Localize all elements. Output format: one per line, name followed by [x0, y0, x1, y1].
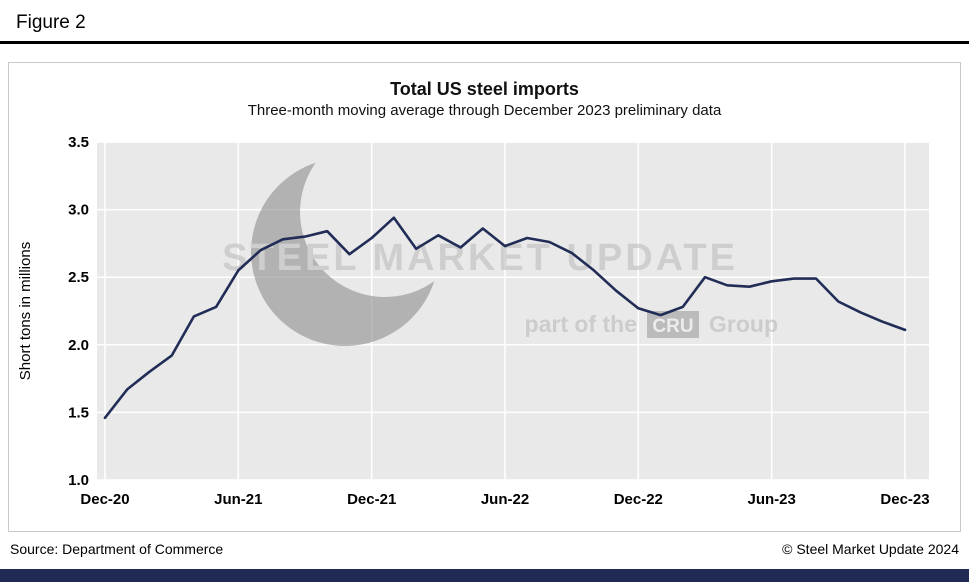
chart-footer: Source: Department of Commerce © Steel M…: [0, 541, 969, 557]
svg-text:Dec-21: Dec-21: [347, 491, 396, 508]
gridlines: [97, 141, 929, 481]
line-chart: STEEL MARKET UPDATE part of the CRU Group 1.…: [17, 134, 930, 508]
svg-text:3.5: 3.5: [68, 134, 89, 151]
y-axis-title: Short tons in millions: [17, 242, 34, 380]
figure-label: Figure 2: [16, 12, 86, 33]
svg-text:Group: Group: [709, 311, 778, 337]
data-line: [103, 216, 907, 420]
svg-text:1.0: 1.0: [68, 472, 89, 489]
svg-text:2.5: 2.5: [68, 269, 89, 286]
svg-text:Jun-21: Jun-21: [214, 491, 262, 508]
smu-logo-crescent-icon: [251, 158, 439, 346]
svg-text:CRU: CRU: [652, 316, 693, 337]
chart-subtitle: Three-month moving average through Decem…: [247, 102, 722, 119]
x-axis-tick-labels: Dec-20 Jun-21 Dec-21 Jun-22 Dec-22 Jun-23 Dec-…: [80, 491, 929, 508]
chart-title: Total US steel imports: [390, 79, 579, 99]
bottom-accent-bar: [0, 569, 969, 582]
svg-text:2.0: 2.0: [68, 337, 89, 354]
svg-text:Jun-22: Jun-22: [481, 491, 529, 508]
svg-text:Dec-22: Dec-22: [614, 491, 663, 508]
y-axis-tick-labels: 1.0 1.5 2.0 2.5 3.0 3.5: [68, 134, 89, 489]
copyright-note: © Steel Market Update 2024: [782, 541, 959, 557]
watermark-cru-line: part of the CRU Group: [525, 311, 778, 338]
svg-text:1.5: 1.5: [68, 404, 89, 421]
svg-text:Jun-23: Jun-23: [748, 491, 796, 508]
svg-text:Dec-20: Dec-20: [80, 491, 129, 508]
svg-text:Dec-23: Dec-23: [880, 491, 929, 508]
chart-figure: Total US steel imports Three-month movin…: [8, 62, 961, 532]
watermark-title: STEEL MARKET UPDATE: [222, 237, 738, 279]
source-note: Source: Department of Commerce: [10, 541, 224, 557]
svg-text:3.0: 3.0: [68, 202, 89, 219]
watermark: STEEL MARKET UPDATE part of the CRU Group: [222, 158, 778, 346]
svg-text:part of the: part of the: [525, 311, 637, 337]
plot-area: [97, 142, 929, 480]
figure-header: Figure 2: [0, 0, 969, 44]
